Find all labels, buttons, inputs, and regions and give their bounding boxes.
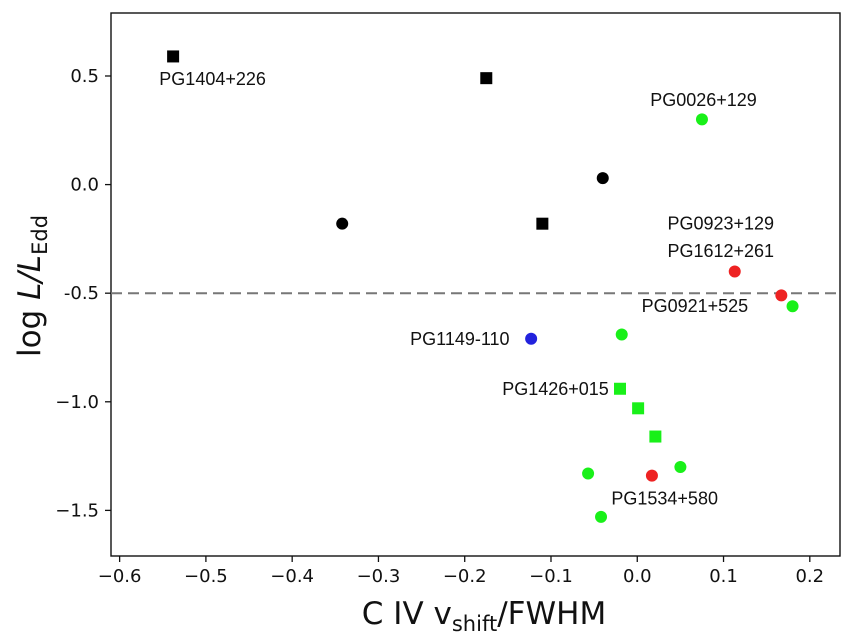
point-annotation: PG0026+129 bbox=[650, 90, 757, 110]
data-point-square bbox=[614, 382, 627, 395]
data-point-circle bbox=[615, 328, 628, 341]
y-tick-label: 0.5 bbox=[70, 66, 99, 87]
data-point-circle bbox=[595, 510, 608, 523]
point-annotation: PG1404+226 bbox=[159, 69, 266, 89]
x-axis-title: C IV vshift/FWHM bbox=[362, 596, 606, 636]
data-point-circle bbox=[596, 172, 609, 185]
data-point-square bbox=[480, 72, 493, 85]
x-axis-title-sub: shift bbox=[452, 612, 497, 636]
x-tick-label: −0.4 bbox=[270, 566, 314, 587]
data-point-circle bbox=[674, 460, 687, 473]
y-axis-title-sub: Edd bbox=[28, 215, 52, 255]
point-annotation: PG1612+261 bbox=[667, 241, 774, 261]
data-point-circle bbox=[695, 113, 708, 126]
x-tick-label: −0.6 bbox=[98, 566, 142, 587]
plot-frame bbox=[110, 12, 841, 557]
point-labels: PG1404+226 PG0026+129 PG0923+129 PG1612+261… bbox=[159, 69, 774, 508]
y-tick-label: −1.5 bbox=[55, 500, 99, 521]
data-point-circle bbox=[525, 332, 538, 345]
data-point-circle bbox=[336, 217, 349, 230]
data-points bbox=[167, 50, 799, 523]
y-axis-title-pre: log bbox=[12, 300, 48, 357]
point-annotation: PG0921+525 bbox=[642, 296, 749, 316]
y-axis-title-italic: L/L bbox=[12, 255, 48, 300]
y-tick-label: −1.0 bbox=[55, 392, 99, 413]
data-point-circle bbox=[728, 265, 741, 278]
x-tick-label: 0.1 bbox=[709, 566, 738, 587]
data-point-circle bbox=[582, 467, 595, 480]
data-point-circle bbox=[775, 289, 788, 302]
x-tick-label: −0.5 bbox=[184, 566, 228, 587]
data-point-circle bbox=[786, 300, 799, 313]
point-annotation: PG1426+015 bbox=[502, 379, 609, 399]
data-point-square bbox=[632, 402, 645, 415]
point-annotation: PG1149-110 bbox=[410, 329, 509, 349]
x-axis-ticks: −0.6 −0.5 −0.4 −0.3 −0.2 −0.1 0.0 0.1 0.2 bbox=[98, 556, 824, 587]
x-tick-label: −0.3 bbox=[357, 566, 401, 587]
data-point-square bbox=[649, 430, 662, 443]
y-axis-ticks: 0.5 0.0 -0.5 −1.0 −1.5 bbox=[55, 66, 111, 521]
point-annotation: PG0923+129 bbox=[667, 214, 774, 234]
data-point-circle bbox=[645, 469, 658, 482]
y-tick-label: -0.5 bbox=[64, 283, 99, 304]
x-tick-label: 0.0 bbox=[623, 566, 652, 587]
y-tick-label: 0.0 bbox=[70, 175, 99, 196]
y-axis-title: log L/LEdd bbox=[12, 215, 52, 357]
x-axis-title-tail: /FWHM bbox=[497, 596, 606, 632]
data-point-square bbox=[536, 217, 549, 230]
x-tick-label: −0.2 bbox=[443, 566, 487, 587]
data-point-square bbox=[167, 50, 180, 63]
x-tick-label: 0.2 bbox=[795, 566, 824, 587]
x-axis-title-base: C IV v bbox=[362, 596, 452, 632]
x-tick-label: −0.1 bbox=[529, 566, 573, 587]
point-annotation: PG1534+580 bbox=[611, 488, 718, 508]
